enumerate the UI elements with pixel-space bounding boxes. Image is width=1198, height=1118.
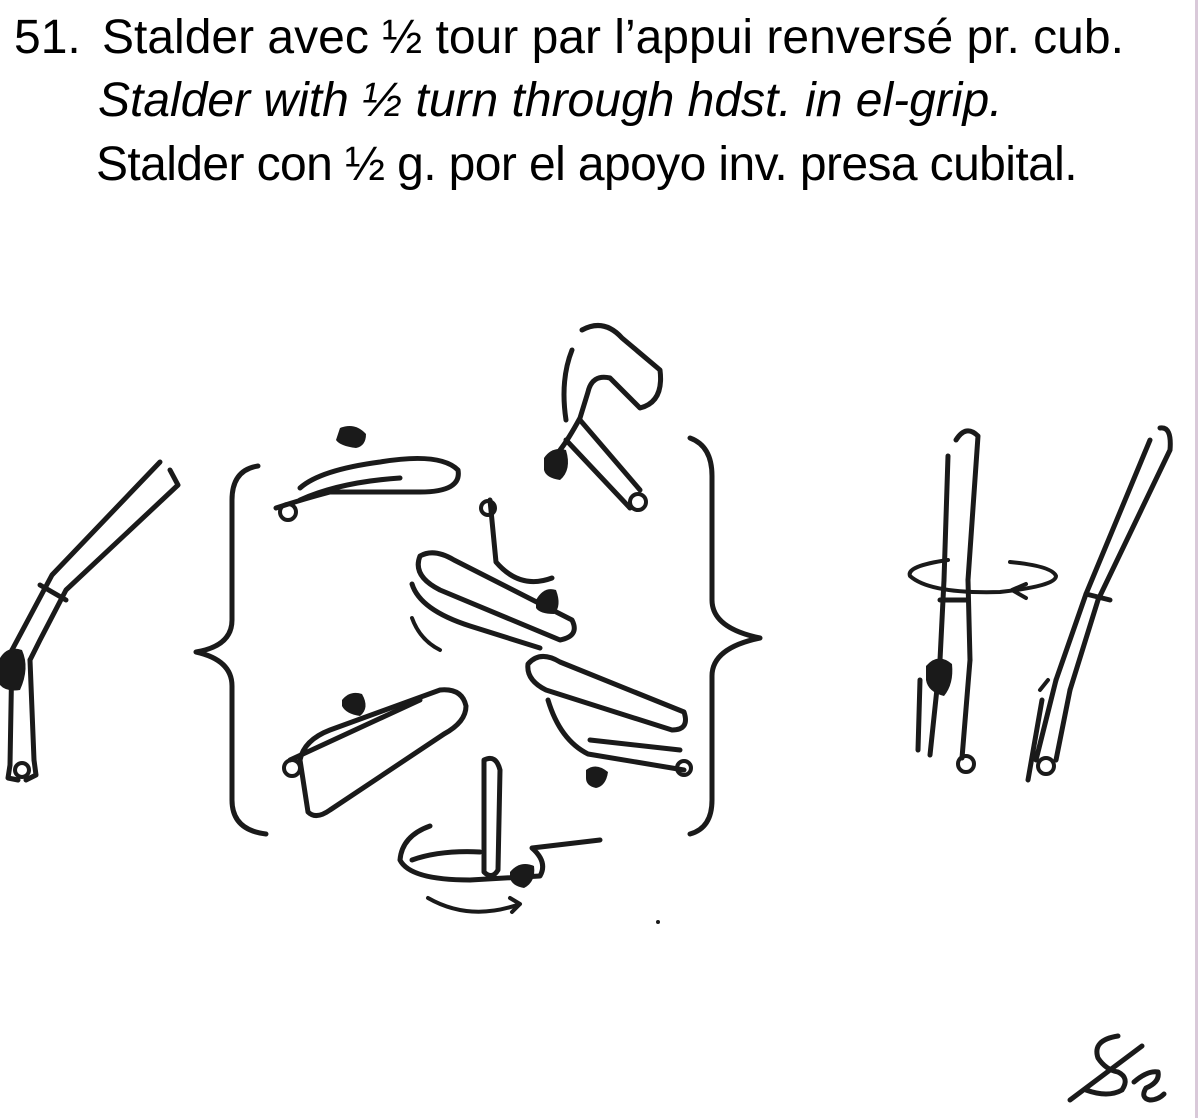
spanish-description: Stalder con ½ g. por el apoyo inv. presa… bbox=[96, 138, 1078, 191]
english-description: Stalder with ½ turn through hdst. in el-… bbox=[98, 74, 1003, 127]
right-bracket-shape bbox=[687, 435, 763, 837]
element-number: 51. bbox=[14, 11, 81, 64]
gymnast-swing-figure bbox=[0, 459, 181, 783]
french-description: 51. Stalder avec ½ tour par l’appui renv… bbox=[14, 6, 1180, 70]
final-position-figure bbox=[1025, 425, 1173, 783]
stray-dot bbox=[656, 920, 660, 924]
signature-mark bbox=[1067, 1033, 1167, 1103]
element-description: 51. Stalder avec ½ tour par l’appui renv… bbox=[14, 6, 1180, 197]
handstand-turn-figure bbox=[907, 428, 1058, 774]
page-edge bbox=[1195, 0, 1198, 1118]
turn-sequence-figures bbox=[273, 323, 693, 914]
left-bracket-shape bbox=[193, 463, 269, 837]
french-text: Stalder avec ½ tour par l’appui renversé… bbox=[102, 11, 1124, 64]
